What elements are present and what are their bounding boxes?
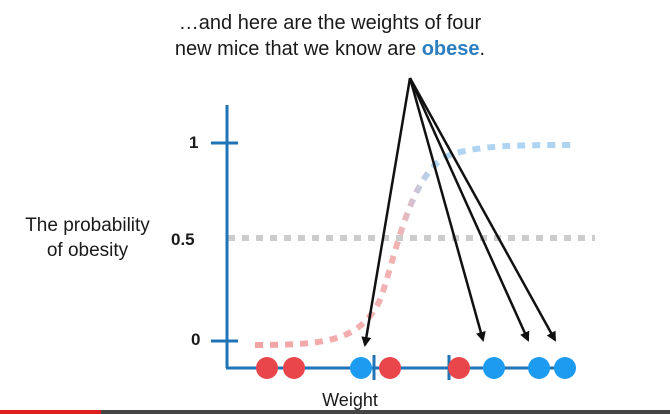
y-tick-label-0-5: 0.5: [171, 230, 195, 249]
mouse-obese-point: [483, 357, 505, 379]
arrow-to-obese-mouse-1: [361, 77, 412, 347]
x-axis-label: Weight: [322, 390, 378, 410]
caption-line-2: new mice that we know are obese.: [110, 36, 550, 62]
mouse-not-obese-point: [448, 357, 470, 379]
y-axis-label-line-2: of obesity: [46, 240, 129, 261]
caption-emphasis-obese: obese: [421, 38, 480, 60]
sigmoid-curve: [254, 142, 576, 348]
y-axis-label-line-1: The probability: [25, 215, 150, 236]
mouse-not-obese-point: [256, 357, 278, 379]
mouse-obese-point: [528, 357, 550, 379]
y-tick-label-0: 0: [191, 330, 201, 349]
caption-text: new mice that we know are: [174, 38, 422, 60]
arrow-to-obese-mouse-3: [408, 77, 530, 342]
arrow-to-obese-mouse-4: [408, 77, 557, 342]
mouse-obese-point: [350, 357, 372, 379]
y-tick-label-1: 1: [189, 133, 199, 152]
caption-line-1: …and here are the weights of four: [178, 12, 482, 34]
mouse-not-obese-point: [283, 357, 305, 379]
caption-period: .: [479, 38, 486, 60]
arrow-to-obese-mouse-2: [408, 77, 486, 342]
video-progress-track[interactable]: [0, 410, 670, 414]
mouse-not-obese-point: [379, 357, 401, 379]
mouse-obese-point: [554, 357, 576, 379]
video-progress-fill: [0, 410, 101, 414]
